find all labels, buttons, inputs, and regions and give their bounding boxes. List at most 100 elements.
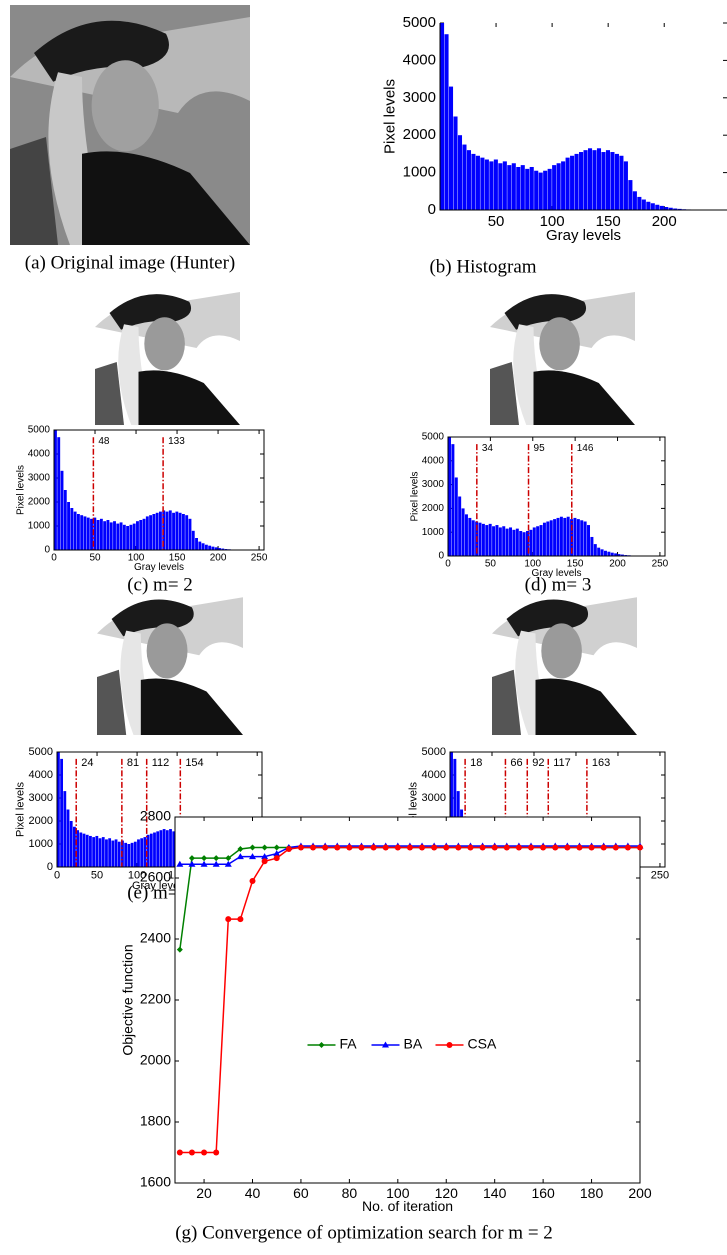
histogram-bar <box>111 840 115 867</box>
histogram-bar <box>85 834 89 867</box>
point <box>249 844 256 851</box>
point <box>637 844 643 851</box>
histogram-bar <box>116 523 120 550</box>
histogram-bar <box>198 541 202 550</box>
threshold-label: 117 <box>553 757 571 769</box>
histogram-bar <box>73 511 77 550</box>
histogram-bar <box>600 549 604 556</box>
histogram-bar <box>507 165 512 210</box>
histogram-bar <box>114 839 118 867</box>
histogram-bar <box>92 837 96 867</box>
point <box>528 844 535 851</box>
histogram-bar <box>655 204 660 210</box>
point <box>552 844 559 851</box>
point <box>491 844 498 851</box>
histogram-bar <box>60 470 64 550</box>
histogram-bar <box>165 830 169 867</box>
point <box>236 853 244 860</box>
histogram-bar <box>529 529 533 556</box>
y-axis-label: Pixel levels <box>15 781 27 837</box>
x-tick-label: 0 <box>54 870 60 882</box>
histogram-bar <box>93 517 97 550</box>
histogram-bar <box>448 437 451 556</box>
histogram-bar <box>76 830 80 867</box>
histogram-bar <box>628 180 633 210</box>
histogram-bar <box>668 207 673 210</box>
y-tick-label: 1000 <box>422 527 445 538</box>
x-tick-label: 50 <box>488 213 505 230</box>
photo-shape <box>95 362 124 425</box>
histogram-bar <box>60 758 64 867</box>
histogram-bar <box>583 521 587 556</box>
threshold-label: 24 <box>81 757 93 769</box>
histogram-bar <box>152 514 156 550</box>
x-tick-label: 200 <box>609 559 626 570</box>
histogram-bar <box>461 508 465 556</box>
histogram-bar <box>103 521 107 550</box>
legend-label: FA <box>340 1036 358 1052</box>
point <box>188 855 195 862</box>
histogram-bar <box>605 150 611 210</box>
histogram-bar <box>172 831 176 867</box>
histogram-bar <box>82 833 86 867</box>
threshold-label: 18 <box>470 757 482 769</box>
histogram-bar <box>542 522 546 556</box>
point <box>225 916 232 923</box>
histogram-bar <box>204 544 208 550</box>
histogram-bar <box>637 196 642 210</box>
y-tick-label: 2000 <box>403 126 436 143</box>
histogram-bar <box>580 520 584 556</box>
histogram-bar <box>481 523 485 556</box>
histogram-bar <box>659 205 664 210</box>
histogram-bar <box>149 833 153 867</box>
histogram-bar <box>565 157 570 210</box>
histogram-bar <box>574 153 579 210</box>
histogram-bar <box>57 752 60 867</box>
caption: (c) m= 2 <box>127 574 193 595</box>
histogram-bar <box>191 530 195 550</box>
threshold-label: 163 <box>592 757 610 769</box>
x-tick-label: 100 <box>386 1185 410 1201</box>
histogram-bar <box>488 523 492 556</box>
y-tick-label: 5000 <box>28 425 51 436</box>
threshold-label: 81 <box>127 757 139 769</box>
histogram-bar <box>561 161 566 210</box>
histogram-bar <box>80 515 84 550</box>
histogram-bar <box>559 516 563 556</box>
histogram-bar <box>620 554 624 556</box>
photo <box>95 285 240 425</box>
histogram-bar <box>623 161 628 210</box>
histogram-bar <box>172 512 176 550</box>
plot-area <box>174 816 641 1184</box>
histogram-bar <box>208 545 212 550</box>
photo-shape <box>539 317 580 371</box>
histogram-bar <box>546 521 550 556</box>
histogram-bar <box>592 150 597 210</box>
x-tick-label: 60 <box>293 1185 309 1201</box>
y-tick-label: 3000 <box>29 792 53 804</box>
point <box>224 860 232 867</box>
histogram-bar <box>489 161 494 210</box>
histogram-bar <box>153 832 156 867</box>
point <box>212 860 220 867</box>
y-tick-label: 4000 <box>422 769 446 781</box>
histogram-bar <box>453 116 458 210</box>
histogram-bar <box>113 521 116 550</box>
point <box>201 1149 208 1156</box>
x-tick-label: 250 <box>652 559 669 570</box>
histogram-bar <box>188 518 192 550</box>
histogram-bar <box>583 150 588 210</box>
histogram-bar <box>178 512 182 550</box>
threshold-label: 154 <box>185 757 203 769</box>
histogram-bar <box>89 835 92 867</box>
histogram-bar <box>99 518 103 550</box>
y-tick-label: 3000 <box>422 792 446 804</box>
histogram-bar <box>485 525 489 556</box>
histogram-bar <box>66 809 70 867</box>
threshold-label: 48 <box>98 436 110 447</box>
x-axis-label: Gray levels <box>531 568 581 579</box>
histogram-bar <box>664 207 669 210</box>
x-tick-label: 250 <box>651 870 669 882</box>
histogram-bar <box>132 523 136 550</box>
histogram-bar <box>109 522 113 550</box>
